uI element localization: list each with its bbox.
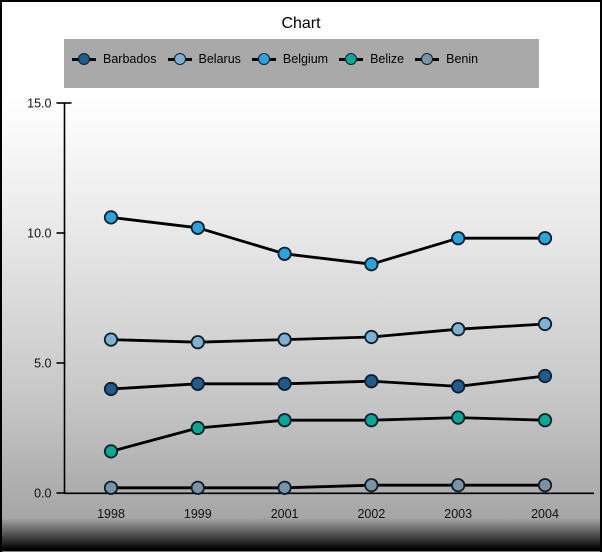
data-point-belarus-2001 bbox=[277, 332, 292, 347]
legend-label: Belgium bbox=[282, 52, 329, 66]
circle-marker-icon bbox=[72, 52, 96, 66]
series-line-benin bbox=[111, 483, 545, 490]
data-point-belarus-2004 bbox=[537, 316, 553, 332]
y-tick-label: 0.0 bbox=[34, 487, 51, 501]
data-point-belarus-1998 bbox=[103, 332, 119, 347]
data-point-barbados-2002 bbox=[364, 374, 379, 389]
x-axis-label: 2004 bbox=[531, 507, 559, 521]
data-point-belize-2002 bbox=[364, 413, 379, 428]
data-point-benin-2001 bbox=[277, 480, 292, 495]
x-axis-label: 2003 bbox=[444, 507, 472, 521]
x-axis-label: 2002 bbox=[357, 507, 385, 521]
legend-label: Benin bbox=[446, 52, 479, 66]
data-point-belize-1998 bbox=[103, 444, 119, 459]
legend-label: Belize bbox=[370, 52, 405, 66]
data-point-belgium-2002 bbox=[364, 257, 379, 272]
data-point-belarus-2002 bbox=[364, 329, 379, 345]
data-point-benin-2004 bbox=[537, 478, 553, 493]
data-point-belgium-2001 bbox=[277, 246, 292, 261]
data-point-benin-1998 bbox=[103, 480, 119, 495]
legend-label: Barbados bbox=[103, 52, 157, 66]
data-point-benin-2002 bbox=[364, 478, 379, 493]
series-line-belarus bbox=[110, 322, 546, 344]
chart-title: Chart bbox=[281, 15, 321, 32]
data-point-belgium-2003 bbox=[451, 231, 466, 246]
data-point-belize-2004 bbox=[537, 413, 553, 428]
x-axis-label: 1999 bbox=[184, 507, 212, 521]
legend: Barbados Belarus Belgium Belize Benin bbox=[64, 39, 539, 88]
series-line-belgium bbox=[110, 216, 545, 266]
data-point-belgium-1998 bbox=[103, 210, 119, 225]
circle-marker-icon bbox=[415, 52, 440, 66]
y-tick-label: 10.0 bbox=[27, 227, 51, 241]
data-point-barbados-2003 bbox=[451, 379, 466, 394]
data-point-belarus-1999 bbox=[190, 335, 205, 350]
data-point-belize-2003 bbox=[451, 410, 466, 425]
legend-item-belize: Belize bbox=[339, 52, 404, 66]
circle-marker-icon bbox=[167, 52, 192, 66]
legend-item-belarus: Belarus bbox=[167, 52, 241, 66]
legend-item-barbados: Barbados bbox=[72, 52, 157, 66]
y-tick-label: 15.0 bbox=[27, 97, 51, 111]
data-point-belgium-2004 bbox=[537, 231, 553, 246]
data-point-belize-2001 bbox=[277, 413, 292, 428]
data-point-belgium-1999 bbox=[190, 220, 205, 235]
data-point-barbados-1999 bbox=[190, 376, 205, 391]
y-tick-label: 5.0 bbox=[34, 357, 51, 371]
data-point-belarus-2003 bbox=[451, 322, 466, 337]
x-axis-label: 2001 bbox=[271, 507, 299, 521]
legend-item-belgium: Belgium bbox=[251, 52, 329, 66]
legend-item-benin: Benin bbox=[415, 52, 478, 66]
legend-label: Belarus bbox=[198, 52, 241, 66]
circle-marker-icon bbox=[251, 52, 276, 66]
data-point-barbados-2004 bbox=[537, 368, 553, 384]
x-axis-label: 1998 bbox=[97, 507, 125, 521]
circle-marker-icon bbox=[339, 52, 364, 66]
data-point-benin-2003 bbox=[451, 478, 466, 493]
series-line-belize bbox=[110, 416, 546, 453]
data-point-benin-1999 bbox=[190, 480, 205, 495]
data-point-barbados-2001 bbox=[277, 376, 292, 391]
series-line-barbados bbox=[110, 374, 546, 391]
data-point-barbados-1998 bbox=[103, 381, 119, 397]
data-point-belize-1999 bbox=[190, 420, 205, 436]
